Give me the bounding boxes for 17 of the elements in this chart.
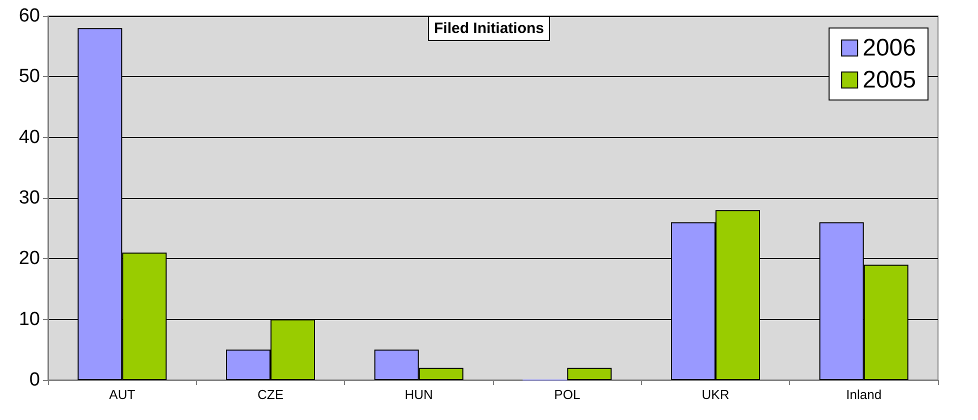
x-tick-label: UKR	[702, 387, 730, 402]
y-tick-label: 20	[18, 248, 40, 270]
x-tick-label: CZE	[258, 387, 284, 402]
y-tick-label: 40	[18, 126, 40, 148]
legend-label: 2006	[862, 34, 916, 62]
chart-title: Filed Initiations	[434, 20, 544, 37]
x-tick-label: POL	[554, 387, 580, 402]
y-tick-label: 50	[18, 66, 40, 88]
legend-label: 2005	[862, 66, 916, 94]
x-tick-label: Inland	[846, 387, 882, 402]
y-tick-label: 10	[18, 308, 40, 330]
y-tick-label: 30	[18, 188, 40, 208]
y-tick-label: 0	[29, 370, 40, 390]
x-tick-label: AUT	[109, 387, 136, 402]
x-tick-label: HUN	[404, 387, 433, 402]
y-tick-label: 60	[18, 6, 40, 26]
bar	[567, 368, 612, 380]
